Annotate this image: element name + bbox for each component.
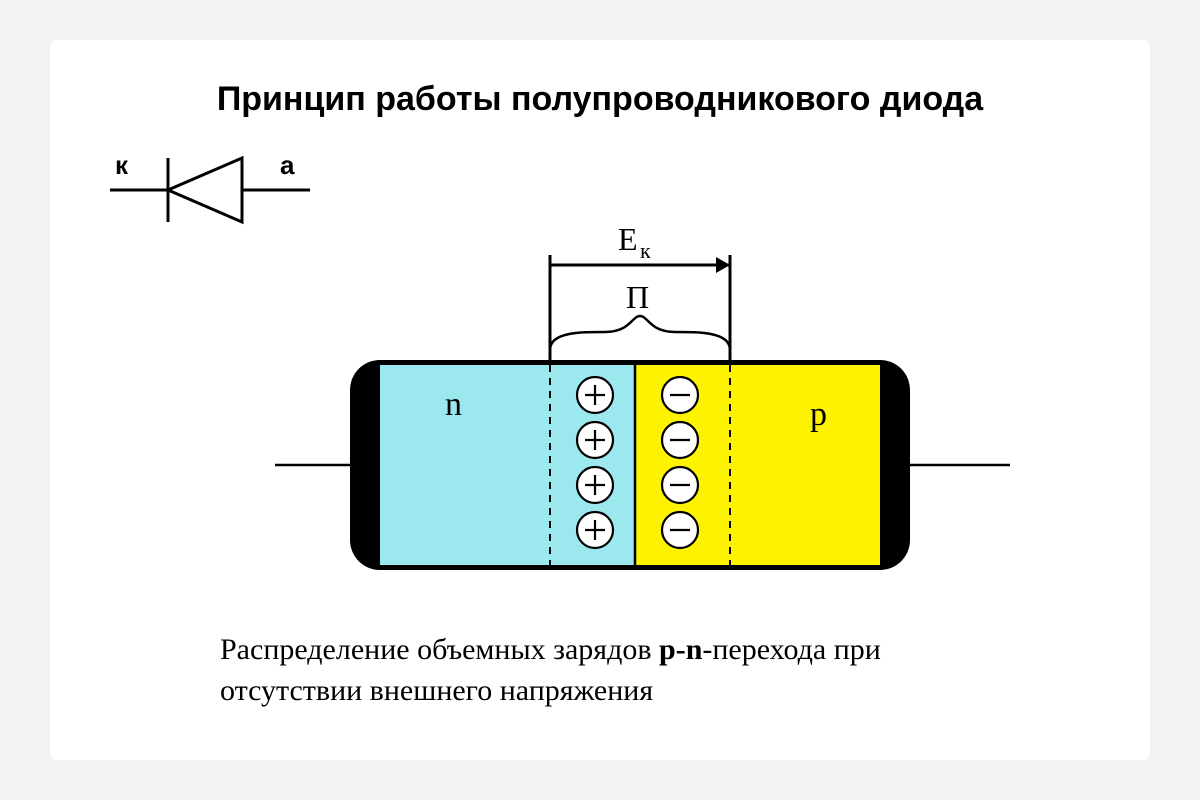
field-subscript: к	[640, 238, 651, 263]
figure-caption: Распределение объемных зарядов p-n-перех…	[220, 630, 1020, 711]
junction-brace: П	[550, 279, 730, 350]
junction-label: П	[626, 279, 649, 315]
figure-canvas: Принцип работы полупроводникового диода …	[50, 40, 1150, 760]
caption-pn-bold: p-n	[659, 633, 702, 666]
p-region-label: p	[810, 396, 827, 433]
svg-text:E: E	[618, 221, 638, 257]
caption-line1-pre: Распределение объемных зарядов	[220, 633, 659, 666]
n-region-label: n	[445, 386, 462, 423]
caption-line1-post: -перехода при	[702, 633, 880, 666]
caption-line2: отсутствии внешнего напряжения	[220, 674, 653, 707]
pn-junction-diagram: E к П n p	[50, 40, 1150, 600]
